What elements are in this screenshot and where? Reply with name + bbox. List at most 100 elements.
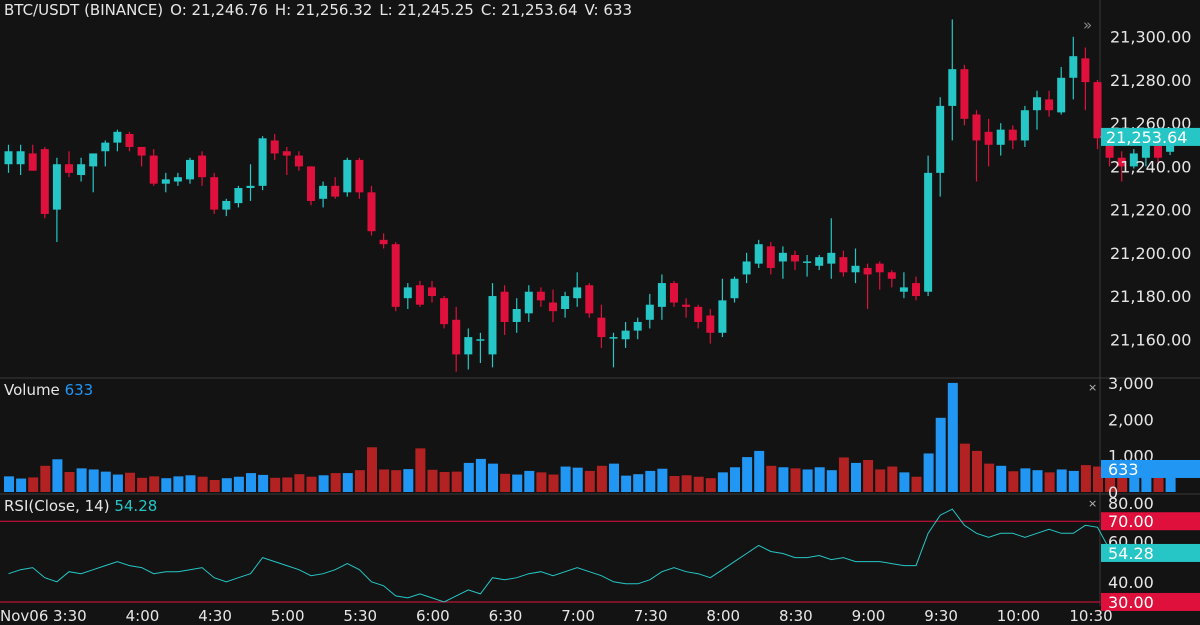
- candle-body: [694, 306, 703, 322]
- candle-body: [391, 244, 400, 307]
- candle: [113, 129, 122, 152]
- candle-body: [246, 185, 255, 188]
- candle-body: [307, 166, 315, 201]
- candle: [161, 172, 170, 193]
- candle-body: [536, 291, 545, 301]
- candle-body: [609, 337, 618, 339]
- volume-tick-label: 0: [1108, 483, 1118, 502]
- volume-bar: [4, 476, 14, 492]
- volume-bar: [863, 460, 874, 492]
- candle-body: [40, 149, 49, 214]
- candle-body: [924, 172, 933, 292]
- candle-body: [101, 142, 110, 152]
- rsi-last-tag: [1101, 543, 1200, 562]
- candle: [452, 306, 461, 372]
- candle-body: [512, 309, 521, 322]
- volume-bar: [875, 469, 886, 492]
- candle-body: [912, 283, 920, 297]
- rsi-panel-value: 54.28: [114, 497, 158, 515]
- symbol-label: BTC/USDT (BINANCE): [4, 1, 164, 19]
- candle: [730, 276, 739, 303]
- price-tick-label: 21,220.00: [1110, 201, 1191, 220]
- candle-body: [234, 188, 243, 204]
- candle: [391, 242, 400, 312]
- volume-bar: [1032, 470, 1043, 492]
- volume-bar: [947, 382, 958, 492]
- candle-body: [1105, 140, 1114, 158]
- candle: [621, 321, 630, 348]
- volume-bar: [524, 470, 535, 492]
- candle-body: [754, 244, 763, 264]
- volume-bar: [270, 477, 281, 492]
- candle: [936, 97, 945, 197]
- volume-bar: [16, 478, 27, 492]
- candle: [65, 151, 73, 178]
- volume-bar: [959, 443, 970, 492]
- volume-value: V: 633: [584, 1, 633, 19]
- candle-body: [549, 302, 557, 312]
- price-tick-label: 21,280.00: [1110, 71, 1191, 90]
- candle-body: [1141, 142, 1150, 158]
- price-tick-label: 21,240.00: [1110, 157, 1191, 176]
- candle-body: [1057, 77, 1066, 113]
- volume-bar: [742, 457, 753, 492]
- candle-body: [403, 287, 412, 299]
- candle: [791, 250, 799, 271]
- volume-bar: [681, 475, 692, 492]
- candle-body: [198, 155, 207, 178]
- candle: [1008, 125, 1017, 150]
- candle: [1081, 47, 1090, 111]
- time-tick-label: 5:30: [343, 607, 377, 625]
- volume-bar: [427, 469, 438, 492]
- expand-legend-icon[interactable]: »: [1083, 16, 1093, 34]
- candle-body: [585, 285, 594, 314]
- volume-bar: [463, 462, 474, 492]
- candle: [4, 144, 13, 173]
- volume-bar: [923, 453, 934, 492]
- candlestick-series: [4, 19, 1175, 372]
- candle-body: [984, 131, 993, 145]
- volume-bar: [500, 473, 511, 492]
- candle-body: [319, 185, 328, 199]
- candle-body: [343, 159, 352, 193]
- volume-bar: [52, 459, 63, 492]
- candle: [1020, 105, 1029, 147]
- price-axes[interactable]: 21,300.0021,280.0021,260.0021,240.0021,2…: [1100, 28, 1200, 612]
- candle: [173, 172, 182, 186]
- high-value: H: 21,256.32: [274, 1, 373, 19]
- candle: [549, 289, 557, 322]
- candle-body: [428, 287, 436, 297]
- candle: [657, 274, 666, 320]
- candle: [972, 110, 981, 182]
- candle-body: [28, 153, 37, 171]
- candle: [379, 233, 388, 249]
- candle-body: [113, 131, 122, 143]
- volume-bar: [633, 474, 644, 492]
- candle: [1069, 36, 1078, 100]
- volume-bar: [367, 447, 377, 492]
- candle-body: [1033, 97, 1041, 111]
- candle: [670, 280, 678, 307]
- candle: [355, 157, 364, 199]
- candle-body: [621, 330, 630, 340]
- candle-body: [1020, 110, 1029, 141]
- volume-bar: [887, 466, 898, 492]
- candle: [742, 252, 751, 284]
- volume-bar: [1129, 468, 1140, 492]
- candle: [1045, 90, 1054, 117]
- time-axis[interactable]: Nov06 3:30 4:00 4:30 5:00 5:30 6:00 6:30 7:00 7:3…: [0, 607, 1113, 625]
- candle-body: [379, 239, 388, 245]
- rsi-panel-close-icon[interactable]: ×: [1088, 497, 1098, 510]
- volume-bar: [851, 462, 861, 492]
- candle-body: [415, 285, 424, 305]
- volume-bar: [294, 474, 305, 492]
- price-tick-label: 21,300.00: [1110, 28, 1191, 47]
- candle-body: [258, 138, 267, 186]
- rsi-band-label: 30.00: [1108, 593, 1154, 612]
- candle: [633, 317, 642, 340]
- candle-body: [1129, 153, 1138, 167]
- candle: [307, 166, 315, 206]
- candle: [887, 270, 896, 288]
- volume-panel-close-icon[interactable]: ×: [1088, 381, 1098, 394]
